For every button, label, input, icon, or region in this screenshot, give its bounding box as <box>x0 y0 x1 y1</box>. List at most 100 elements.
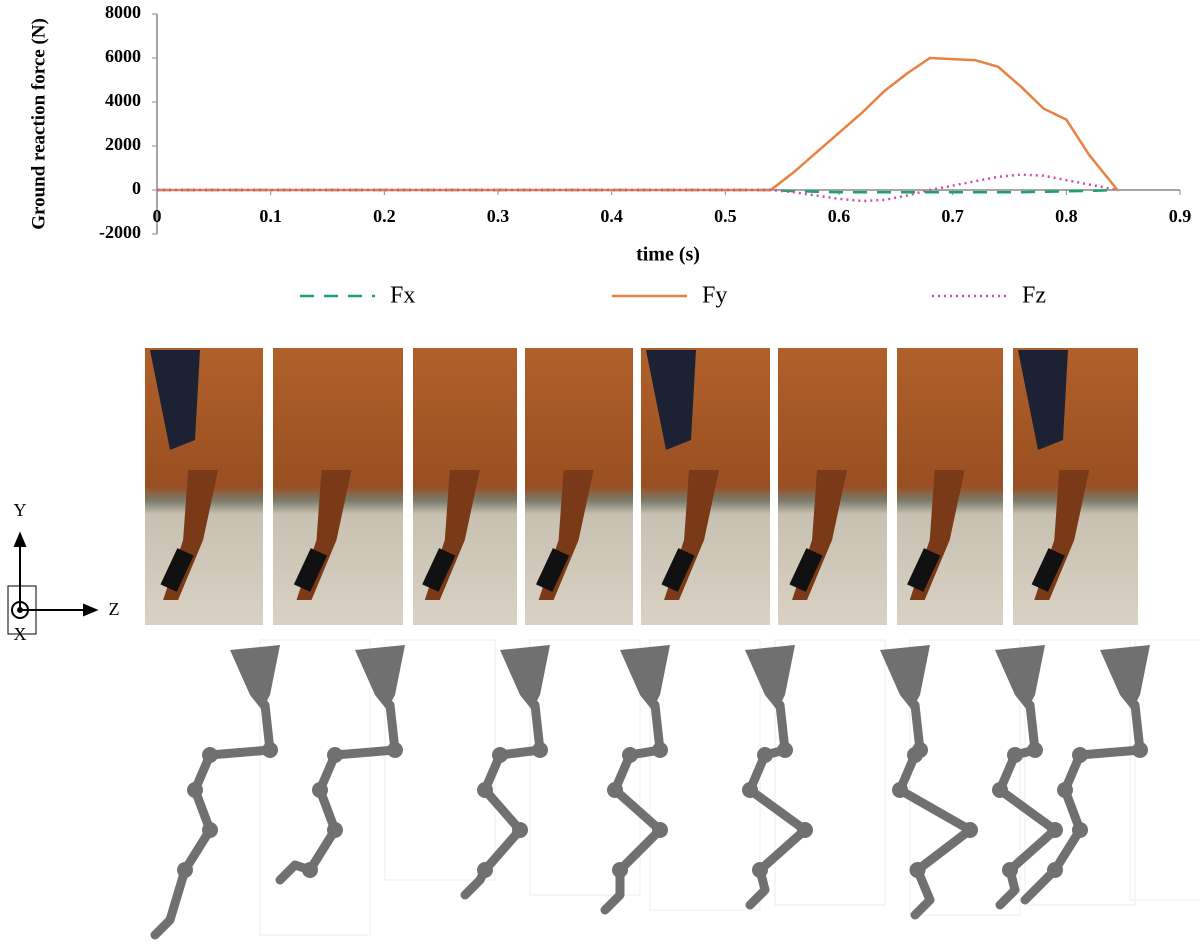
joint <box>477 862 493 878</box>
joint <box>302 862 318 878</box>
joint <box>512 822 528 838</box>
legend-label: Fy <box>702 283 727 309</box>
joint <box>532 742 548 758</box>
series-line <box>157 188 1118 194</box>
leg-wrap <box>160 548 194 592</box>
x-tick-label: 0.3 <box>487 206 510 226</box>
joint <box>477 782 493 798</box>
joint <box>777 742 793 758</box>
legend-label: Fx <box>390 283 415 309</box>
x-axis-dot <box>17 607 23 613</box>
y-tick-label: -2000 <box>99 222 141 242</box>
joint <box>1027 742 1043 758</box>
y-tick-label: 8000 <box>105 2 141 22</box>
joint <box>1047 862 1063 878</box>
joint <box>1072 822 1088 838</box>
limb-bones <box>460 700 545 900</box>
joint <box>797 822 813 838</box>
x-tick-label: 0.5 <box>714 206 737 226</box>
joint <box>752 862 768 878</box>
joint <box>742 782 758 798</box>
joint <box>622 747 638 763</box>
skeleton-frame <box>649 639 761 911</box>
skeleton-frame <box>259 639 371 936</box>
x-tick-label: 0.6 <box>828 206 851 226</box>
joint <box>327 747 343 763</box>
photo-strip <box>145 348 1138 625</box>
y-tick-label: 2000 <box>105 134 141 154</box>
rider-boot <box>1018 350 1068 450</box>
limb-bones <box>1020 700 1145 905</box>
x-tick-label: 0.1 <box>259 206 282 226</box>
frame-label: Z <box>109 599 120 619</box>
skeleton-frame <box>529 639 641 896</box>
joint <box>607 782 623 798</box>
y-tick-label: 4000 <box>105 90 141 110</box>
series-line <box>157 56 1119 192</box>
y-tick-label: 0 <box>132 178 141 198</box>
joint <box>1002 862 1018 878</box>
scapula <box>620 645 670 710</box>
scapula <box>745 645 795 710</box>
rider-boot <box>646 350 696 450</box>
joint <box>202 747 218 763</box>
leg-wrap <box>535 548 570 592</box>
joint <box>262 742 278 758</box>
x-tick-label: 0.8 <box>1055 206 1078 226</box>
x-tick-label: 0.7 <box>941 206 964 226</box>
joint <box>1057 782 1073 798</box>
joint <box>1007 747 1023 763</box>
scapula <box>1100 645 1150 710</box>
joint <box>202 822 218 838</box>
limb-bones <box>275 700 400 885</box>
limb-bones <box>600 700 665 915</box>
skeleton-frame <box>384 639 496 881</box>
scapula <box>995 645 1045 710</box>
rider-boot <box>150 350 200 450</box>
joint <box>177 862 193 878</box>
legend-label: Fz <box>1022 283 1046 309</box>
joint <box>312 782 328 798</box>
leg-wrap <box>789 548 823 592</box>
x-axis-label: time (s) <box>636 244 700 266</box>
leg-wrap <box>422 548 456 592</box>
joint <box>1047 822 1063 838</box>
scapula <box>500 645 550 710</box>
joint <box>1132 742 1148 758</box>
arrow-head <box>13 531 27 547</box>
joint <box>962 822 978 838</box>
scapula <box>355 645 405 710</box>
leg-wrap <box>293 548 328 592</box>
joint <box>757 747 773 763</box>
scapula <box>880 645 930 710</box>
joint <box>992 782 1008 798</box>
frame-label: Y <box>14 500 27 520</box>
skeleton-strip <box>150 639 1200 940</box>
joint <box>652 742 668 758</box>
joint <box>907 747 923 763</box>
limb-bones <box>150 700 275 940</box>
joint <box>492 747 508 763</box>
chart: -2000 0 2000 4000 6000 8000 0 0.1 0.2 0.3 0.4 0.5 0.… <box>28 2 1191 308</box>
joint <box>612 862 628 878</box>
x-tick-label: 0 <box>153 206 162 226</box>
leg-wrap <box>907 548 941 592</box>
skeleton-frame <box>1129 639 1200 901</box>
frame-label: X <box>14 624 27 644</box>
y-tick-label: 6000 <box>105 46 141 66</box>
x-axis-symbol <box>11 601 29 619</box>
skeleton-frame <box>774 639 886 906</box>
joint <box>1072 747 1088 763</box>
leg-wrap <box>1031 548 1065 592</box>
joint <box>387 742 403 758</box>
joint <box>652 822 668 838</box>
x-tick-label: 0.9 <box>1169 206 1192 226</box>
leg-wrap <box>661 548 695 592</box>
coordinate-frame <box>7 531 99 635</box>
x-tick-label: 0.4 <box>600 206 623 226</box>
joint <box>327 822 343 838</box>
joint <box>187 782 203 798</box>
y-axis-label: Ground reaction force (N) <box>28 18 49 230</box>
scapula <box>230 645 280 710</box>
